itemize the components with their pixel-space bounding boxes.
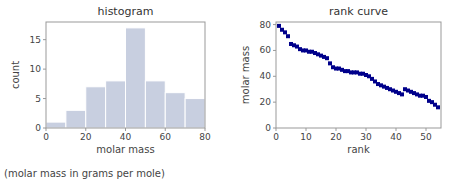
x-tick-label: 0 [273, 132, 279, 142]
point [325, 56, 329, 60]
y-tick-label: 80 [260, 20, 272, 30]
y-tick [273, 50, 276, 51]
x-tick-label: 20 [80, 132, 92, 142]
hist-bar [185, 99, 205, 128]
hist-bar [145, 81, 165, 128]
y-axis-label: count [10, 61, 21, 89]
y-tick [273, 128, 276, 129]
y-tick-label: 5 [35, 94, 41, 104]
y-tick-label: 15 [30, 35, 41, 45]
x-tick [205, 128, 206, 131]
hist-bar [86, 87, 106, 128]
point [277, 24, 281, 28]
x-axis-label: rank [347, 144, 370, 155]
y-tick-label: 10 [30, 64, 42, 74]
marks [46, 28, 205, 128]
hist-bar [165, 93, 185, 128]
x-tick-label: 40 [120, 132, 132, 142]
point [436, 105, 440, 109]
chart-scatter: 0 10 20 30 40 50 0 20 40 60 80 rank curve rank molar … [240, 5, 441, 155]
x-tick [426, 128, 427, 131]
caption: (molar mass in grams per mole) [4, 168, 165, 179]
x-tick-label: 0 [43, 132, 49, 142]
x-tick [165, 128, 166, 131]
point [328, 61, 332, 65]
x-tick [306, 128, 307, 131]
y-tick-label: 20 [260, 97, 272, 107]
x-tick-label: 30 [360, 132, 372, 142]
chart-title: histogram [98, 5, 154, 18]
hist-bar [106, 81, 126, 128]
x-tick-label: 80 [199, 132, 211, 142]
y-tick [43, 39, 46, 40]
y-tick [43, 128, 46, 129]
y-tick-label: 0 [35, 123, 41, 133]
point [286, 34, 290, 38]
hist-bar [46, 122, 66, 128]
point [424, 95, 428, 99]
hist-bar [126, 28, 146, 128]
marks [277, 24, 440, 109]
x-tick-label: 40 [390, 132, 402, 142]
x-tick [366, 128, 367, 131]
x-tick [336, 128, 337, 131]
plot-frame [46, 22, 205, 128]
chart-title: rank curve [329, 5, 388, 18]
point [283, 30, 287, 34]
x-tick-label: 60 [160, 132, 172, 142]
y-axis-label: molar mass [240, 46, 251, 104]
y-tick [273, 24, 276, 25]
x-tick [396, 128, 397, 131]
y-tick [273, 102, 276, 103]
y-tick [43, 98, 46, 99]
y-tick-label: 40 [260, 71, 272, 81]
chart-histogram: 0 20 40 60 80 0 5 10 15 histogram molar mass count [10, 5, 211, 155]
plot-frame [276, 22, 441, 128]
y-tick-label: 60 [260, 45, 272, 55]
x-axis-label: molar mass [96, 144, 154, 155]
y-tick-label: 0 [265, 123, 271, 133]
x-tick [85, 128, 86, 131]
hist-bar [66, 110, 86, 128]
y-tick [43, 69, 46, 70]
x-tick-label: 50 [420, 132, 432, 142]
x-tick [125, 128, 126, 131]
x-tick-label: 20 [330, 132, 342, 142]
figure: 020406080051015histogrammolar masscount0… [0, 0, 451, 183]
x-tick-label: 10 [300, 132, 312, 142]
y-tick [273, 76, 276, 77]
point [400, 92, 404, 96]
